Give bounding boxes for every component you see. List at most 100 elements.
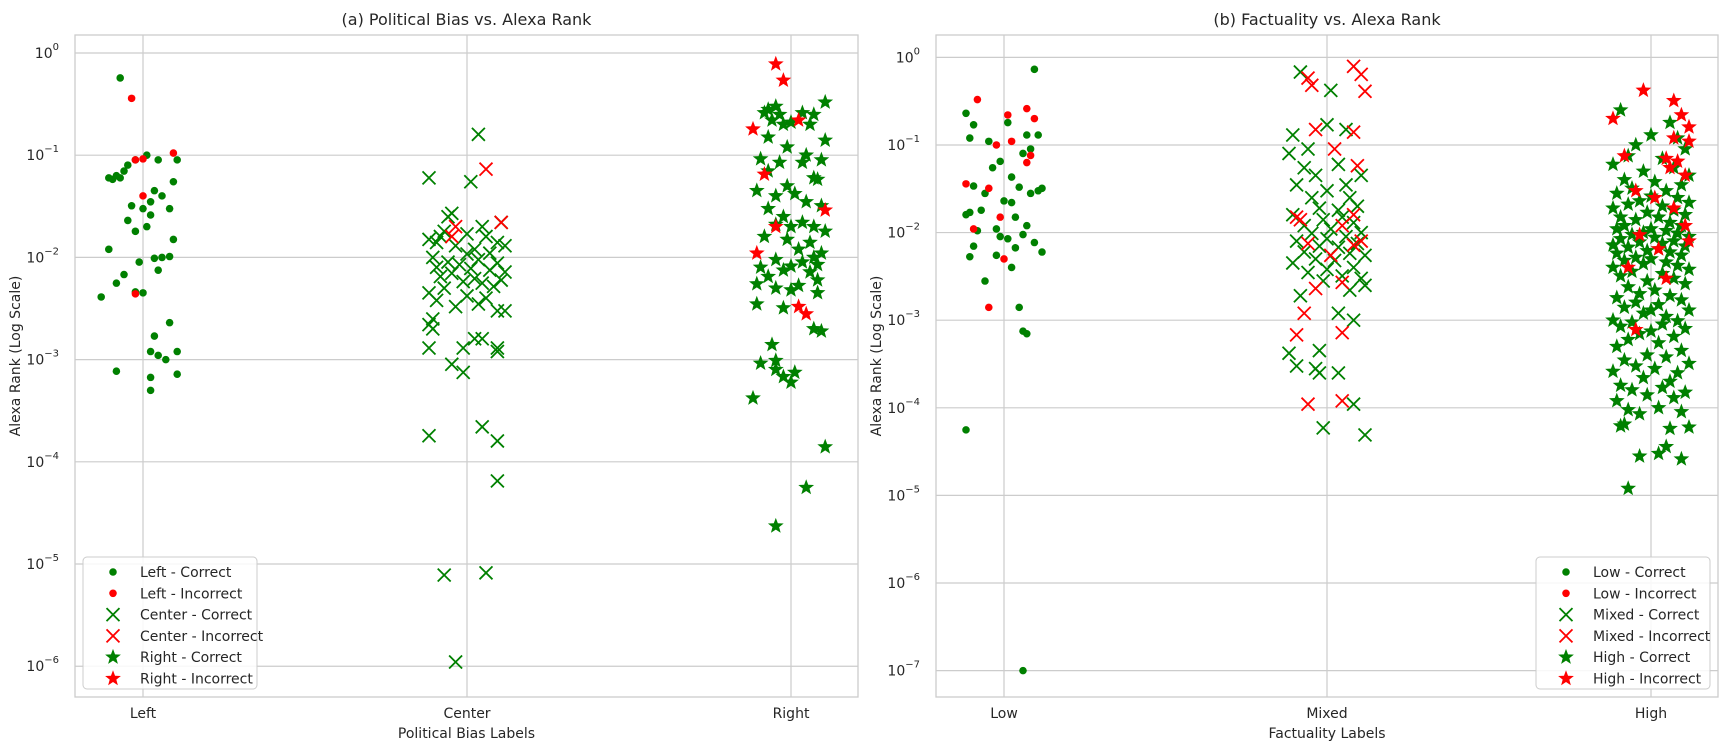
- data-point: [421, 340, 437, 356]
- data-point: [1669, 364, 1686, 380]
- data-point: [421, 232, 437, 247]
- data-point: [146, 386, 155, 395]
- data-point: [969, 242, 978, 250]
- series-low-incorrect: [962, 95, 1039, 312]
- data-point: [1627, 211, 1644, 227]
- data-point: [775, 72, 792, 88]
- data-point: [1608, 185, 1625, 201]
- data-point: [794, 214, 811, 230]
- legend-marker: [1558, 670, 1574, 686]
- y-tick-label: 10−2: [26, 246, 59, 266]
- data-point: [173, 370, 181, 378]
- data-point: [802, 116, 818, 132]
- data-point: [1662, 420, 1678, 436]
- data-point: [805, 218, 822, 234]
- data-point: [1639, 272, 1656, 288]
- data-point: [116, 74, 124, 82]
- data-point: [475, 331, 490, 346]
- data-point: [962, 210, 970, 219]
- legend-item: Low - Correct: [1562, 565, 1686, 581]
- data-point: [1620, 259, 1637, 275]
- data-point: [1289, 177, 1304, 193]
- data-point: [1658, 438, 1675, 454]
- data-point: [1316, 420, 1331, 435]
- data-point: [463, 261, 478, 276]
- data-point: [116, 174, 124, 182]
- data-point: [752, 259, 769, 275]
- y-tick-base: 10: [896, 50, 914, 66]
- data-point: [131, 290, 140, 298]
- data-point: [459, 226, 475, 241]
- x-tick-label: Center: [443, 706, 490, 722]
- legend-label: Right - Correct: [140, 650, 242, 666]
- data-point: [1665, 92, 1682, 108]
- data-point: [1281, 146, 1297, 161]
- legend-frame: [82, 556, 258, 690]
- data-point: [809, 171, 826, 187]
- data-point: [813, 197, 830, 213]
- data-point: [471, 296, 486, 312]
- data-point: [437, 567, 452, 583]
- data-point: [775, 299, 792, 315]
- y-tick-base: 10: [887, 401, 905, 417]
- series-right-correct: [745, 93, 834, 533]
- data-point: [802, 263, 818, 279]
- data-point: [1605, 110, 1621, 126]
- data-point: [1034, 131, 1042, 139]
- data-point: [1354, 271, 1369, 286]
- legend-item: Right - Correct: [105, 648, 242, 666]
- data-point: [1669, 189, 1686, 205]
- data-point: [1605, 156, 1621, 172]
- data-point: [1612, 208, 1629, 224]
- chart-title: (a) Political Bias vs. Alexa Rank: [342, 10, 593, 29]
- data-point: [146, 211, 155, 219]
- legend-frame: [1535, 556, 1711, 690]
- data-point: [1631, 192, 1648, 208]
- data-point: [1019, 666, 1027, 675]
- y-tick-exponent: 0: [914, 46, 920, 57]
- data-point: [1319, 183, 1335, 198]
- data-point: [790, 298, 807, 314]
- data-point: [448, 654, 463, 670]
- data-point: [1335, 218, 1350, 233]
- data-point: [1011, 213, 1020, 221]
- y-tick-label: 10−6: [26, 655, 59, 675]
- data-point: [1631, 447, 1648, 463]
- data-point: [817, 131, 834, 147]
- data-point: [1673, 106, 1690, 122]
- y-tick-exponent: −4: [905, 397, 920, 408]
- data-point: [969, 121, 978, 129]
- series-left-incorrect: [127, 94, 178, 298]
- data-point: [1608, 392, 1625, 408]
- data-point: [1650, 445, 1667, 461]
- data-point: [1631, 226, 1648, 242]
- data-point: [459, 246, 475, 262]
- data-point: [1681, 418, 1697, 434]
- data-point: [1681, 261, 1697, 277]
- data-point: [790, 241, 807, 257]
- data-point: [131, 156, 140, 164]
- y-tick-base: 10: [26, 557, 44, 573]
- data-point: [1304, 190, 1319, 205]
- data-point: [1608, 220, 1625, 236]
- data-point: [764, 111, 780, 127]
- data-point: [139, 204, 147, 213]
- legend-marker: [109, 589, 117, 598]
- data-point: [996, 232, 1004, 241]
- legend-item: Mixed - Correct: [1558, 607, 1700, 624]
- data-point: [448, 219, 463, 234]
- data-point: [1669, 153, 1686, 169]
- y-tick-exponent: −6: [905, 572, 920, 583]
- data-point: [1293, 64, 1308, 80]
- data-point: [165, 252, 174, 261]
- data-point: [962, 180, 970, 188]
- data-point: [1612, 377, 1629, 393]
- data-point: [745, 389, 761, 405]
- data-point: [1681, 194, 1697, 210]
- data-point: [1308, 281, 1323, 296]
- data-point: [1665, 129, 1682, 145]
- data-point: [1677, 320, 1694, 336]
- legend-item: Left - Correct: [109, 565, 232, 581]
- series-left-correct: [97, 74, 181, 395]
- data-point: [459, 288, 475, 304]
